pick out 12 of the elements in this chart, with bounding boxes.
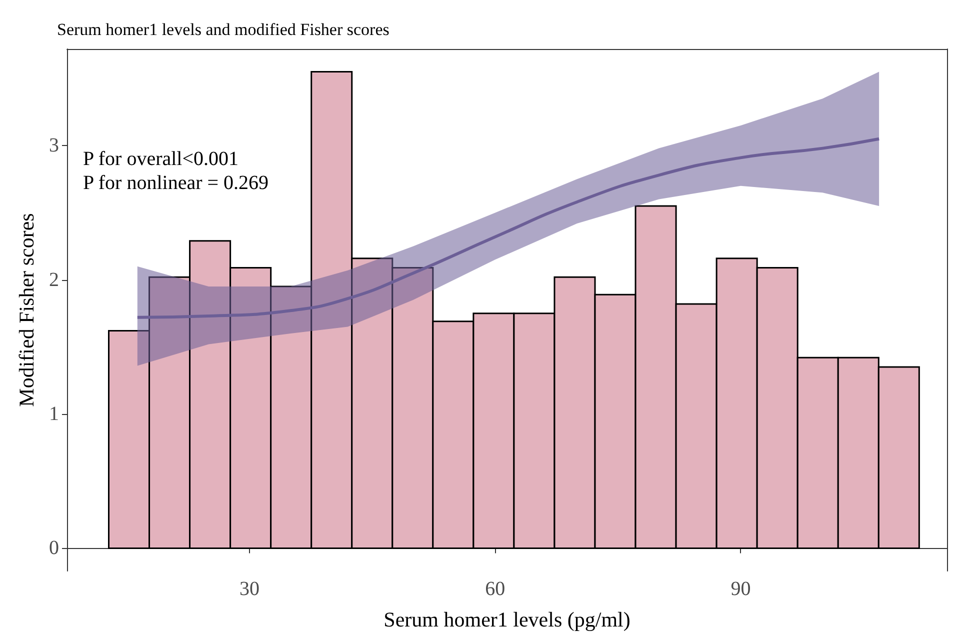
x-tick-label: 90 (730, 578, 751, 600)
y-axis-title: Modified Fisher scores (14, 213, 38, 407)
y-tick-label: 1 (49, 402, 59, 425)
x-tick-label: 30 (240, 578, 260, 600)
y-tick-label: 3 (49, 134, 59, 157)
annotation: P for nonlinear = 0.269 (83, 172, 269, 194)
chart-title: Serum homer1 levels and modified Fisher scores (57, 20, 390, 39)
annotation: P for overall<0.001 (83, 148, 239, 170)
y-tick-label: 2 (49, 268, 59, 291)
x-tick-label: 60 (485, 578, 506, 600)
x-axis-title: Serum homer1 levels (pg/ml) (384, 608, 630, 632)
y-tick-label: 0 (49, 537, 59, 560)
